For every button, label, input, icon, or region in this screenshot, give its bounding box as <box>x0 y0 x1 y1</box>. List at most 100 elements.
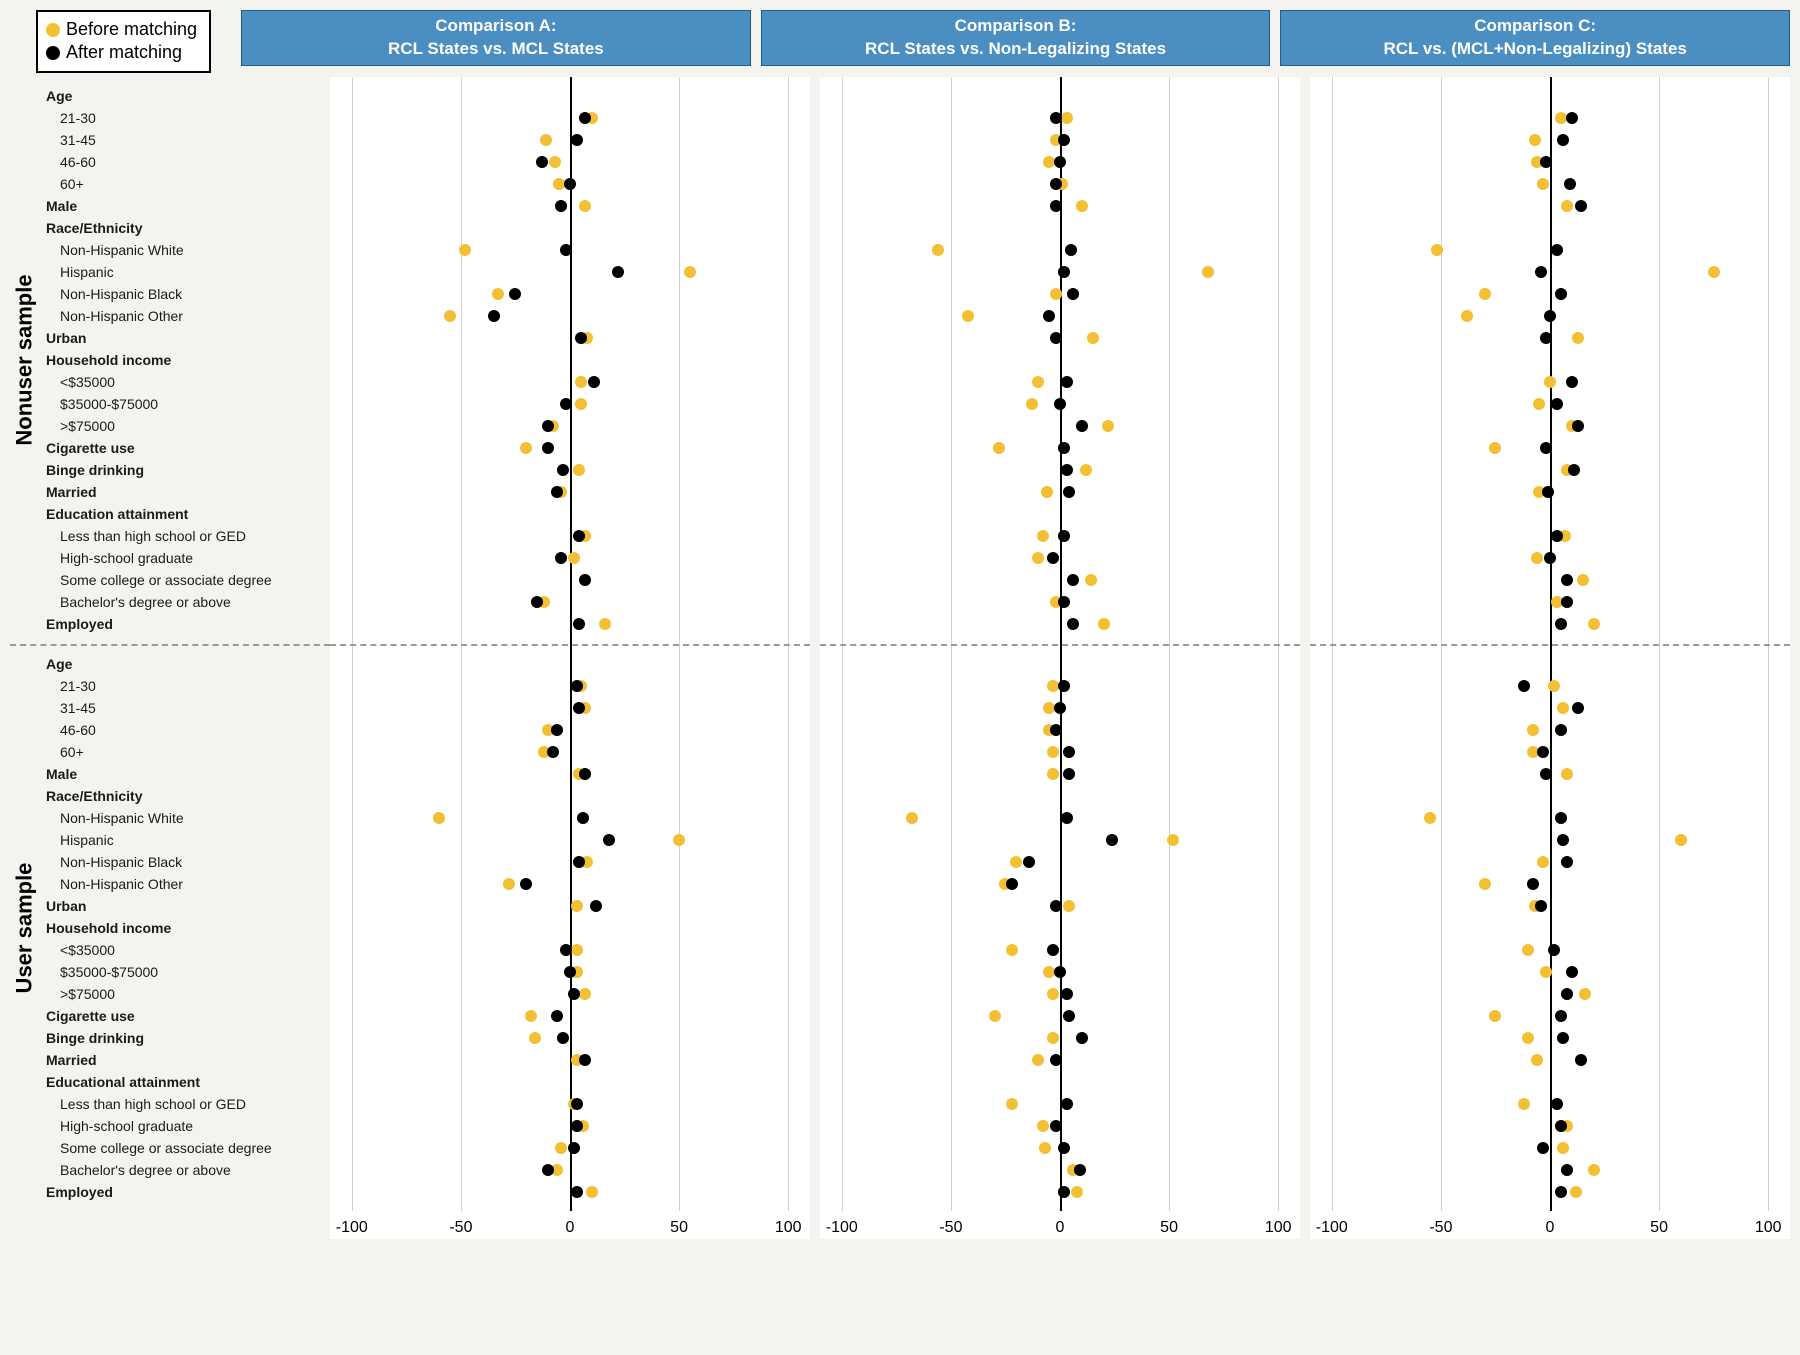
marker-after <box>568 988 580 1000</box>
marker-before <box>932 244 944 256</box>
section-title-nonuser: Nonuser sample <box>11 167 37 552</box>
row-label: Cigarette use <box>46 1008 135 1024</box>
row-label: Bachelor's degree or above <box>60 1162 231 1178</box>
row-label: 46-60 <box>60 154 96 170</box>
row-label: Less than high school or GED <box>60 1096 246 1112</box>
marker-after <box>573 530 585 542</box>
marker-after <box>1544 310 1556 322</box>
marker-before <box>1061 112 1073 124</box>
marker-before <box>1032 376 1044 388</box>
marker-before <box>1047 1032 1059 1044</box>
marker-after <box>612 266 624 278</box>
marker-after <box>1106 834 1118 846</box>
x-tick-label: 0 <box>566 1219 575 1237</box>
panel-C: -100-50050100 <box>1310 77 1790 1239</box>
marker-before <box>571 944 583 956</box>
marker-after <box>1527 878 1539 890</box>
marker-after <box>573 618 585 630</box>
marker-after <box>1557 834 1569 846</box>
section-divider <box>10 644 330 646</box>
marker-after <box>571 680 583 692</box>
marker-after <box>1054 398 1066 410</box>
marker-after <box>1518 680 1530 692</box>
marker-after <box>1061 1098 1073 1110</box>
marker-after <box>571 1186 583 1198</box>
marker-before <box>1561 200 1573 212</box>
row-label: <$35000 <box>60 374 115 390</box>
marker-after <box>542 442 554 454</box>
marker-after <box>1564 178 1576 190</box>
row-label: Married <box>46 484 97 500</box>
row-label: Household income <box>46 920 171 936</box>
row-label: 31-45 <box>60 700 96 716</box>
marker-before <box>579 200 591 212</box>
row-label: Employed <box>46 1184 113 1200</box>
panel-B: -100-50050100 <box>820 77 1300 1239</box>
row-label: Race/Ethnicity <box>46 220 142 236</box>
marker-after <box>1555 812 1567 824</box>
x-tick-label: 100 <box>1755 1219 1782 1237</box>
row-label: Some college or associate degree <box>60 1140 272 1156</box>
x-tick-label: 50 <box>1160 1219 1178 1237</box>
marker-after <box>1548 944 1560 956</box>
x-axis: -100-50050100 <box>1310 1213 1790 1239</box>
row-label: Binge drinking <box>46 462 144 478</box>
marker-after <box>1542 486 1554 498</box>
marker-after <box>1043 310 1055 322</box>
marker-after <box>575 332 587 344</box>
marker-after <box>1561 574 1573 586</box>
legend-after-label: After matching <box>66 41 182 64</box>
x-tick-label: -50 <box>939 1219 962 1237</box>
marker-after <box>1535 266 1547 278</box>
row-label: $35000-$75000 <box>60 964 158 980</box>
marker-after <box>1058 680 1070 692</box>
row-label: Less than high school or GED <box>60 528 246 544</box>
chart-area: Nonuser sampleAge21-3031-4546-6060+MaleR… <box>10 77 1790 1239</box>
row-label: Age <box>46 88 72 104</box>
x-tick-label: -100 <box>336 1219 368 1237</box>
row-labels-column: Nonuser sampleAge21-3031-4546-6060+MaleR… <box>10 77 330 1239</box>
marker-before <box>1039 1142 1051 1154</box>
marker-after <box>1551 530 1563 542</box>
marker-before <box>1570 1186 1582 1198</box>
marker-after <box>1544 552 1556 564</box>
x-tick-label: -100 <box>1316 1219 1348 1237</box>
marker-before <box>1548 680 1560 692</box>
marker-before <box>1050 288 1062 300</box>
marker-before <box>1489 442 1501 454</box>
marker-after <box>1566 376 1578 388</box>
marker-before <box>575 376 587 388</box>
marker-before <box>1540 966 1552 978</box>
marker-before <box>1522 944 1534 956</box>
marker-after <box>551 486 563 498</box>
marker-before <box>1518 1098 1530 1110</box>
row-label: Race/Ethnicity <box>46 788 142 804</box>
row-label: Cigarette use <box>46 440 135 456</box>
marker-before <box>555 1142 567 1154</box>
marker-after <box>1537 746 1549 758</box>
marker-before <box>1529 134 1541 146</box>
marker-after <box>1555 618 1567 630</box>
marker-after <box>603 834 615 846</box>
marker-after <box>1555 1010 1567 1022</box>
marker-after <box>542 420 554 432</box>
marker-before <box>1041 486 1053 498</box>
x-tick-label: 0 <box>1546 1219 1555 1237</box>
row-label: >$75000 <box>60 418 115 434</box>
row-label: Urban <box>46 330 86 346</box>
marker-before <box>433 812 445 824</box>
section-divider <box>330 644 810 646</box>
legend-dot-before <box>46 23 60 37</box>
marker-before <box>1006 1098 1018 1110</box>
marker-before <box>1047 746 1059 758</box>
marker-after <box>564 178 576 190</box>
marker-after <box>1555 288 1567 300</box>
marker-after <box>1067 618 1079 630</box>
marker-before <box>1708 266 1720 278</box>
marker-before <box>1675 834 1687 846</box>
row-label: Binge drinking <box>46 1030 144 1046</box>
marker-after <box>1557 134 1569 146</box>
marker-before <box>1588 1164 1600 1176</box>
section-divider <box>820 644 1300 646</box>
marker-after <box>1067 574 1079 586</box>
